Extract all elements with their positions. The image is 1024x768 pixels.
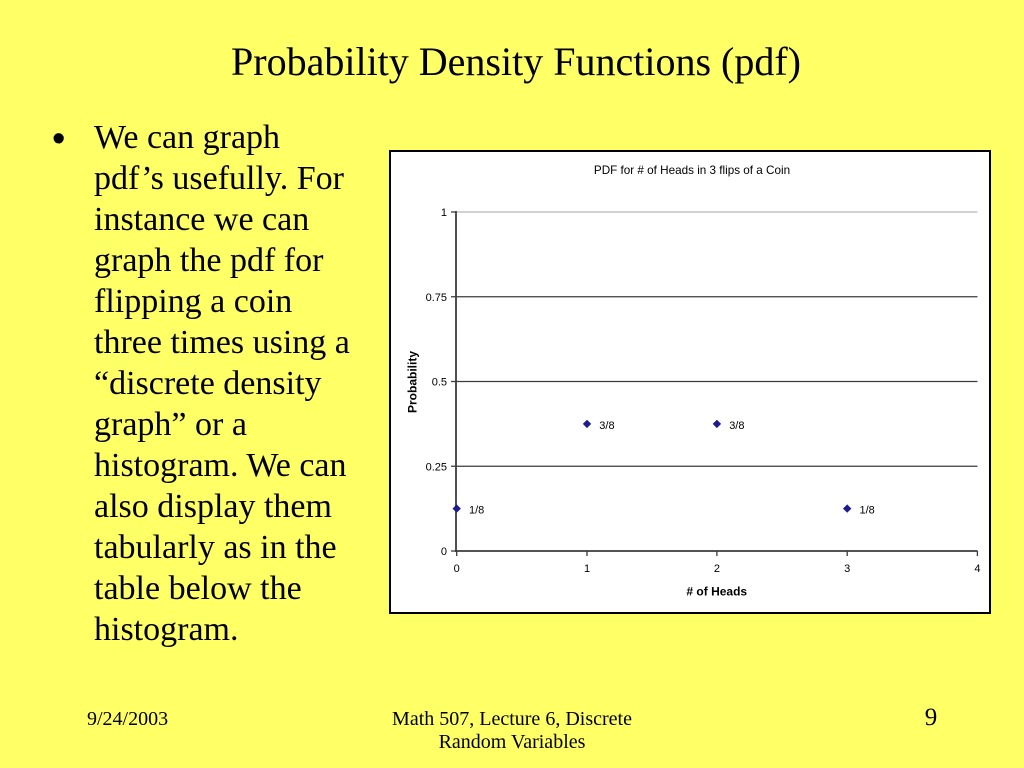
svg-text:1: 1 <box>441 207 447 219</box>
svg-text:2: 2 <box>714 563 720 575</box>
svg-text:# of Heads: # of Heads <box>686 585 747 599</box>
svg-text:0.75: 0.75 <box>426 292 447 304</box>
svg-text:3/8: 3/8 <box>599 420 614 432</box>
svg-text:3: 3 <box>844 563 850 575</box>
svg-text:0.25: 0.25 <box>426 461 447 473</box>
svg-text:0.5: 0.5 <box>432 377 447 389</box>
svg-text:1/8: 1/8 <box>469 504 484 516</box>
svg-text:0: 0 <box>454 563 460 575</box>
svg-text:1: 1 <box>584 563 590 575</box>
svg-text:3/8: 3/8 <box>729 420 744 432</box>
svg-text:PDF for # of Heads in 3 flips: PDF for # of Heads in 3 flips of a Coin <box>594 164 790 177</box>
svg-text:1/8: 1/8 <box>860 504 875 516</box>
svg-text:0: 0 <box>441 546 447 558</box>
svg-text:4: 4 <box>974 563 980 575</box>
svg-text:Probability: Probability <box>406 351 420 413</box>
